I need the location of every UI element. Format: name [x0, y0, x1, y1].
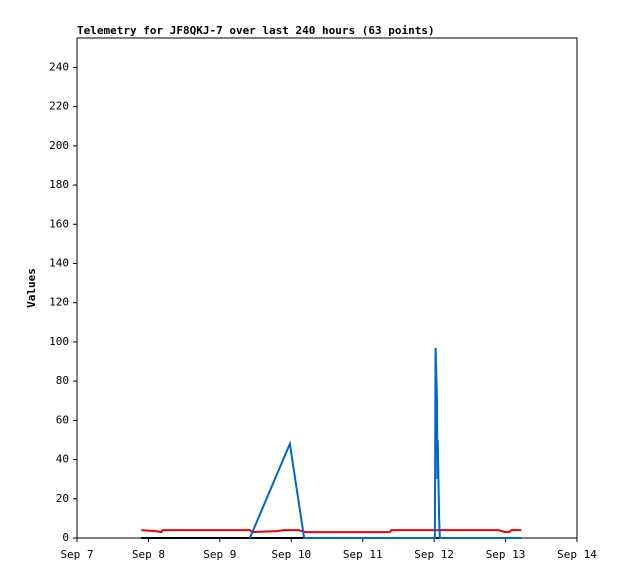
- y-tick-label: 180: [49, 178, 69, 191]
- y-tick-label: 80: [56, 374, 69, 387]
- x-tick-label: Sep 10: [271, 548, 311, 561]
- chart-title: Telemetry for JF8QKJ-7 over last 240 hou…: [77, 24, 435, 37]
- y-tick-label: 100: [49, 335, 69, 348]
- series-line: [141, 529, 522, 534]
- x-tick-label: Sep 12: [414, 548, 454, 561]
- y-tick-label: 40: [56, 453, 69, 466]
- x-tick-label: Sep 7: [60, 548, 93, 561]
- y-tick-label: 160: [49, 217, 69, 230]
- y-tick-label: 120: [49, 296, 69, 309]
- x-tick-label: Sep 13: [486, 548, 526, 561]
- y-axis-label: Values: [25, 268, 38, 308]
- x-tick-label: Sep 8: [132, 548, 165, 561]
- x-tick-label: Sep 9: [203, 548, 236, 561]
- y-tick-label: 60: [56, 413, 69, 426]
- y-tick-label: 0: [62, 531, 69, 544]
- x-tick-label: Sep 11: [343, 548, 383, 561]
- y-tick-label: 140: [49, 256, 69, 269]
- y-tick-label: 200: [49, 139, 69, 152]
- y-tick-label: 220: [49, 100, 69, 113]
- x-tick-label: Sep 14: [557, 548, 597, 561]
- y-tick-label: 20: [56, 492, 69, 505]
- plot-frame: [76, 37, 578, 539]
- y-tick-label: 240: [49, 60, 69, 73]
- series-line: [248, 347, 522, 539]
